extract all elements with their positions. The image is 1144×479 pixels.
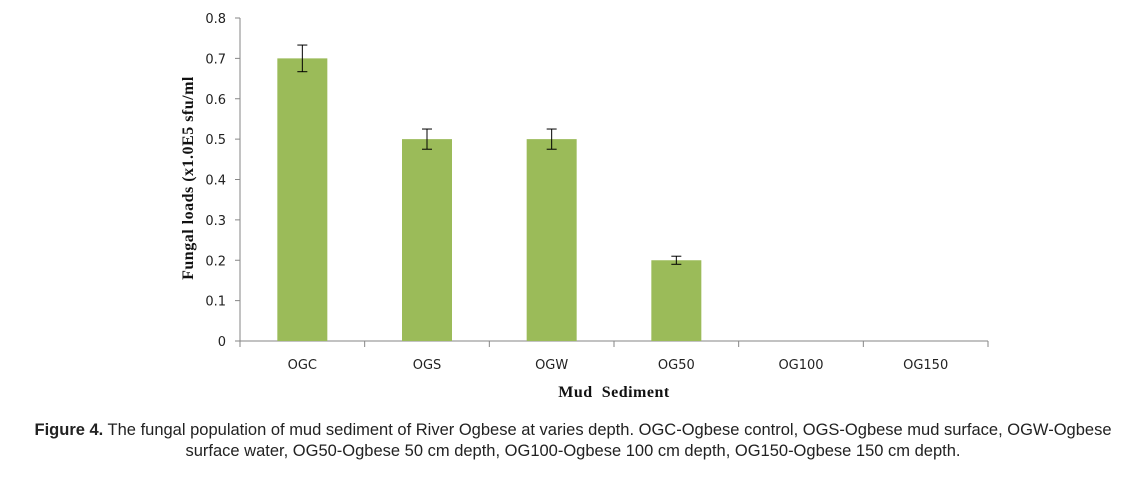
bar-chart: 00.10.20.30.40.50.60.70.8 OGC OGS OGW OG50 O…: [180, 12, 989, 401]
x-tick-label: OGW: [535, 358, 568, 373]
y-axis: 0 0.1 0.2 0.3 0.4 0.5 0.6 0.7 0.8: [205, 12, 241, 350]
caption-label: Figure 4.: [34, 421, 104, 439]
x-axis-title: Mud Sediment: [558, 384, 670, 401]
y-tick-label: 0.1: [205, 295, 226, 310]
x-tick-label: OGS: [413, 358, 442, 373]
bar: [526, 139, 577, 341]
caption-text: The fungal population of mud sediment of…: [103, 421, 1112, 460]
x-axis: OGC OGS OGW OG50 OG100 OG150: [239, 340, 989, 373]
y-tick-label: 0.5: [205, 133, 226, 148]
x-tick-label: OG50: [658, 358, 695, 373]
x-tick-label: OG150: [903, 358, 948, 373]
bar: [277, 58, 328, 341]
bar: [402, 139, 452, 341]
y-tick-label: 0.4: [205, 174, 226, 189]
x-tick-label: OG100: [778, 358, 823, 373]
y-tick-label: 0.3: [205, 214, 226, 229]
y-tick-label: 0.8: [205, 12, 226, 27]
y-tick-label: 0: [218, 335, 226, 350]
bar: [651, 260, 702, 341]
figure-caption: Figure 4. The fungal population of mud s…: [6, 420, 1140, 462]
error-bars: [297, 44, 682, 265]
x-tick-label: OGC: [288, 358, 317, 373]
y-tick-label: 0.7: [205, 52, 226, 67]
y-tick-label: 0.2: [205, 254, 226, 269]
y-tick-label: 0.6: [205, 93, 226, 108]
y-axis-title: Fungal loads (x1.0E5 sfu/ml: [180, 76, 197, 280]
bars: [277, 58, 702, 341]
